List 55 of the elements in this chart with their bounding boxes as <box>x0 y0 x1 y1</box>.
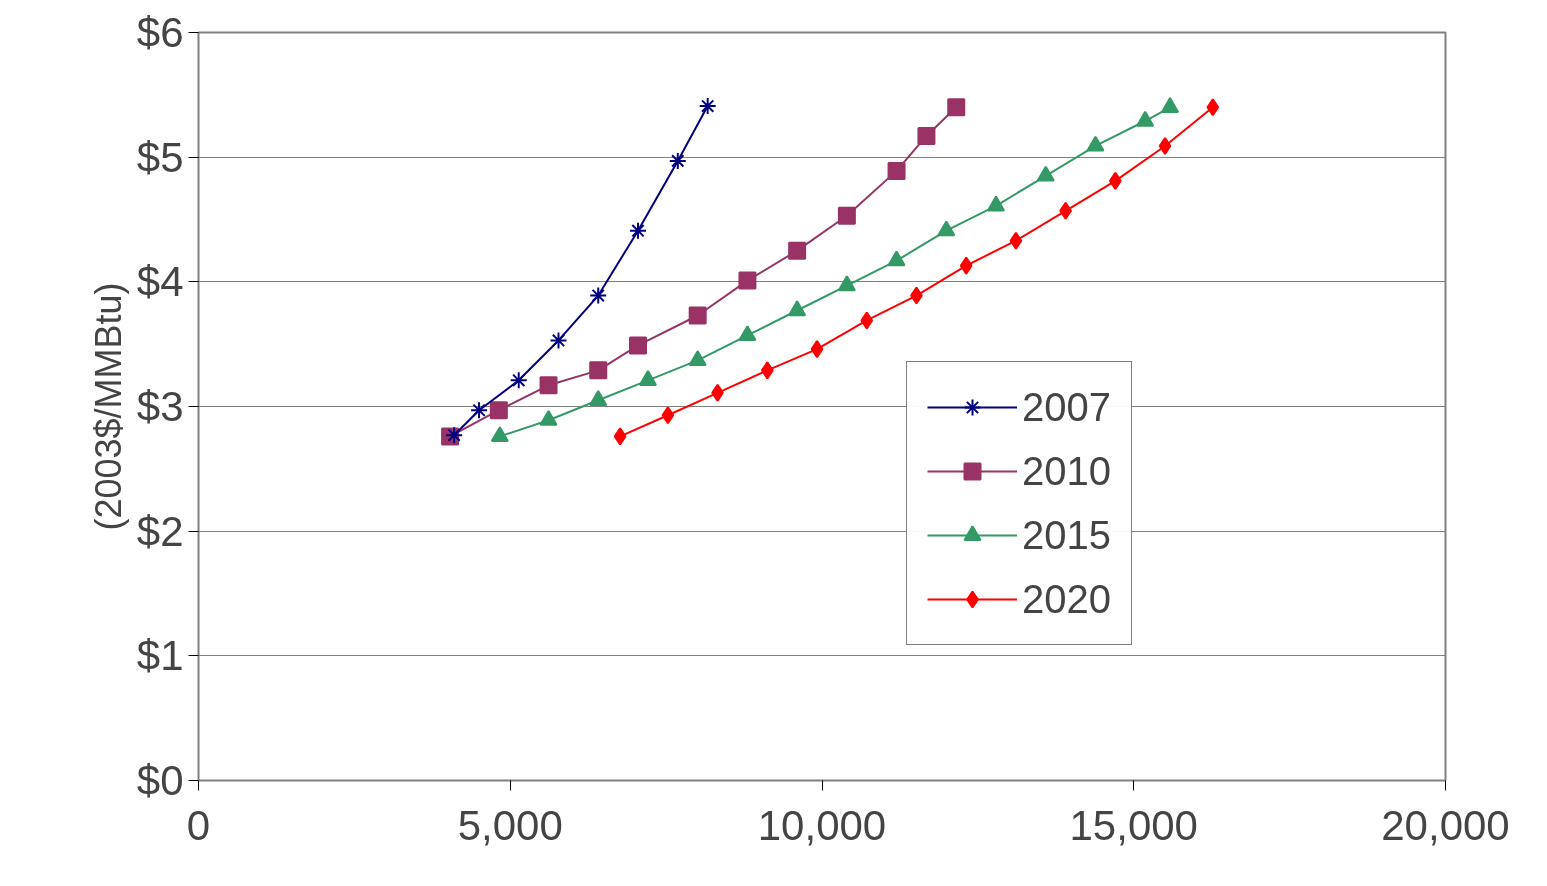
point <box>549 331 568 350</box>
legend-label: 2015 <box>1022 511 1111 559</box>
point <box>959 256 973 275</box>
point <box>589 361 608 380</box>
point <box>489 401 508 420</box>
point <box>760 361 774 380</box>
point <box>1158 136 1172 155</box>
y-tick-label: $4 <box>136 258 184 306</box>
point <box>589 286 608 305</box>
point <box>738 325 757 342</box>
point <box>698 97 717 116</box>
point <box>1009 231 1023 250</box>
point <box>629 336 648 355</box>
legend-label: 2007 <box>1022 383 1111 431</box>
point <box>987 195 1006 212</box>
point <box>917 126 936 145</box>
x-tick-label: 0 <box>186 801 211 849</box>
point <box>688 306 707 325</box>
point <box>887 161 906 180</box>
point <box>661 406 675 425</box>
point <box>1086 135 1105 152</box>
point <box>445 426 464 445</box>
point <box>887 250 906 267</box>
point <box>837 206 856 225</box>
point <box>947 98 966 117</box>
point <box>937 220 956 237</box>
point <box>613 427 627 446</box>
point <box>470 401 489 420</box>
point <box>668 151 687 170</box>
point <box>788 241 807 260</box>
x-tick-label: 10,000 <box>757 801 887 849</box>
y-tick-label: $2 <box>136 507 184 555</box>
point <box>788 300 807 317</box>
point <box>1161 97 1180 113</box>
point <box>810 340 824 359</box>
y-tick-label: $5 <box>136 133 184 181</box>
y-axis-title: (2003$/MMBtu) <box>87 282 129 531</box>
point <box>860 311 874 330</box>
point <box>539 376 558 395</box>
x-tick-label: 5,000 <box>457 801 563 849</box>
point <box>629 221 648 240</box>
y-tick-label: $3 <box>136 383 184 430</box>
y-tick-label: $1 <box>136 632 184 680</box>
x-tick-label: 15,000 <box>1069 801 1198 849</box>
point <box>738 271 757 290</box>
x-tick-label: 20,000 <box>1381 801 1510 849</box>
y-tick-label: $0 <box>136 757 184 804</box>
y-tick-label: $6 <box>136 9 184 56</box>
point <box>1206 98 1220 117</box>
point <box>1136 110 1155 127</box>
point <box>1036 165 1055 182</box>
point <box>837 275 856 292</box>
legend-label: 2010 <box>1022 447 1111 495</box>
point <box>509 371 528 390</box>
legend-label: 2020 <box>1022 575 1111 623</box>
